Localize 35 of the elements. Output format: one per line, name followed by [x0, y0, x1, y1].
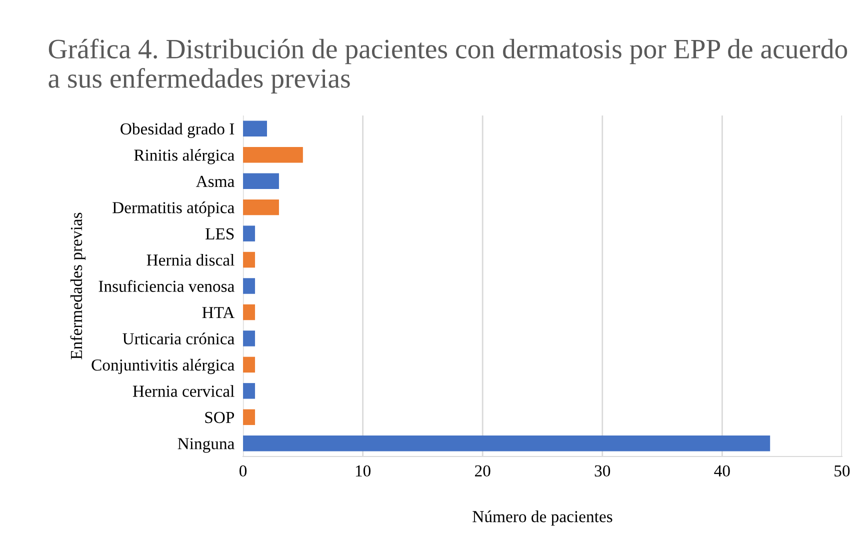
bar: [243, 173, 279, 189]
bar: [243, 199, 279, 216]
x-tick-label: 40: [714, 465, 730, 477]
x-axis-title: Número de pacientes: [472, 510, 612, 526]
bar: [243, 304, 256, 320]
x-tick-label: 20: [475, 465, 490, 477]
bar: [243, 356, 256, 373]
bar: [243, 330, 256, 346]
bar: [243, 278, 256, 294]
bar: [243, 436, 770, 452]
y-axis-title: Enfermedades previas: [70, 212, 86, 360]
bar: [243, 120, 267, 136]
y-tick-label: Asma: [196, 176, 234, 188]
y-tick-label: Urticaria crónica: [122, 332, 234, 344]
y-tick-label: Rinitis alérgica: [134, 149, 234, 164]
y-tick-label: Obesidad grado I: [120, 122, 234, 138]
chart-title: Gráfica 4. Distribución de pacientes con dermatosis por EPP de acuerdo a sus enfermedades previas: [48, 38, 848, 94]
y-tick-label: HTA: [202, 307, 235, 318]
bar: [243, 383, 256, 399]
y-tick-label: Ninguna: [178, 438, 234, 453]
x-tick-label: 30: [594, 465, 610, 477]
y-tick-label: Dermatitis atópica: [112, 202, 234, 217]
y-tick-label: SOP: [205, 412, 234, 424]
y-tick-label: Insuficiencia venosa: [98, 280, 234, 292]
bar: [243, 146, 303, 163]
bar: [243, 252, 256, 268]
x-tick-label: 50: [834, 465, 850, 477]
bar: [243, 409, 256, 426]
x-tick-label: 0: [240, 465, 247, 477]
y-tick-label: Hernia discal: [146, 254, 234, 266]
y-tick-label: Conjuntivitis alérgica: [92, 358, 234, 374]
y-tick-label: LES: [206, 228, 234, 240]
bar: [243, 226, 256, 242]
y-tick-label: Hernia cervical: [132, 385, 234, 397]
x-tick-label: 10: [356, 465, 371, 477]
